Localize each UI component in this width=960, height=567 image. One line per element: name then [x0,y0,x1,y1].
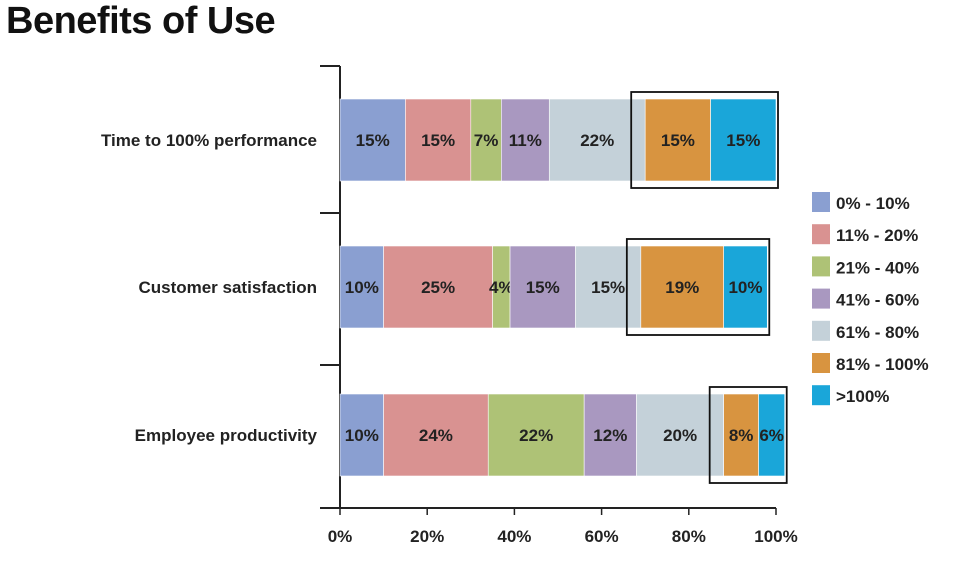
legend-swatch [812,288,830,309]
data-label: 25% [421,278,455,297]
bar-segment [644,98,711,182]
bar-segment [710,98,777,182]
data-label: 8% [729,426,754,445]
bar-segment [383,245,493,329]
x-tick-label: 0% [328,527,353,546]
bar-segment [339,393,384,477]
data-label: 22% [519,426,553,445]
bars: 15% 15% 7% 11% 22% 15% 15% 10% 25% 4% 15% 15% 19% 10%… [339,98,786,477]
x-tick-label: 60% [585,527,619,546]
bar-segment [509,245,576,329]
bar-segment [405,98,472,182]
data-label: 12% [593,426,627,445]
data-label: 4% [489,278,514,297]
highlight-box [625,238,771,336]
data-label: 15% [421,131,455,150]
data-label: 10% [728,278,762,297]
category-label: Employee productivity [135,426,318,445]
bar-segment [339,98,406,182]
data-label: 10% [345,278,379,297]
data-label: 20% [663,426,697,445]
legend-label: 21% - 40% [836,258,919,277]
data-label: 15% [726,131,760,150]
data-label: 15% [591,278,625,297]
data-label: 7% [474,131,499,150]
legend-label: 41% - 60% [836,291,919,310]
category-label: Customer satisfaction [138,278,317,297]
bar-segment [723,245,768,329]
bar-segment [501,98,550,182]
bar-segment [487,393,585,477]
axes: 0% 20% 40% 60% 80% 100% [320,65,798,546]
data-label: 10% [345,426,379,445]
x-tick-label: 40% [497,527,531,546]
highlight-box [630,91,779,189]
data-label: 11% [509,131,542,150]
legend-label: 11% - 20% [836,226,918,245]
x-tick-label: 80% [672,527,706,546]
legend-label: 81% - 100% [836,355,929,374]
bar-segment [339,245,384,329]
bar-segment [583,393,637,477]
highlight-box [708,386,788,484]
legend-label: >100% [836,387,889,406]
legend-label: 0% - 10% [836,194,910,213]
legend-swatch [812,385,830,406]
legend-swatch [812,353,830,373]
bar-segment [723,393,759,477]
legend-swatch [812,320,830,341]
legend-swatch [812,256,830,277]
bar-segment [548,98,646,182]
data-label: 22% [580,131,614,150]
bar-segment [383,393,489,477]
data-label: 19% [665,278,699,297]
legend-swatch [812,224,830,245]
bar-segment [470,98,502,182]
data-label: 6% [759,426,784,445]
x-tick-label: 20% [410,527,444,546]
category-label: Time to 100% performance [101,131,317,150]
chart-title: Benefits of Use [6,0,276,42]
data-label: 15% [526,278,560,297]
category-labels: Time to 100% performance Customer satisfa… [101,131,318,445]
data-label: 15% [356,131,390,150]
bar-segment [758,393,786,477]
highlight-boxes [625,91,788,484]
data-label: 15% [661,131,695,150]
legend-swatch [812,192,830,212]
data-label: 24% [419,426,453,445]
legend-label: 61% - 80% [836,323,919,342]
x-tick-label: 100% [754,527,797,546]
bar-segment [575,245,642,329]
bar-segment [640,245,724,329]
legend: 0% - 10% 11% - 20% 21% - 40% 41% - 60% 61% -… [812,192,929,406]
